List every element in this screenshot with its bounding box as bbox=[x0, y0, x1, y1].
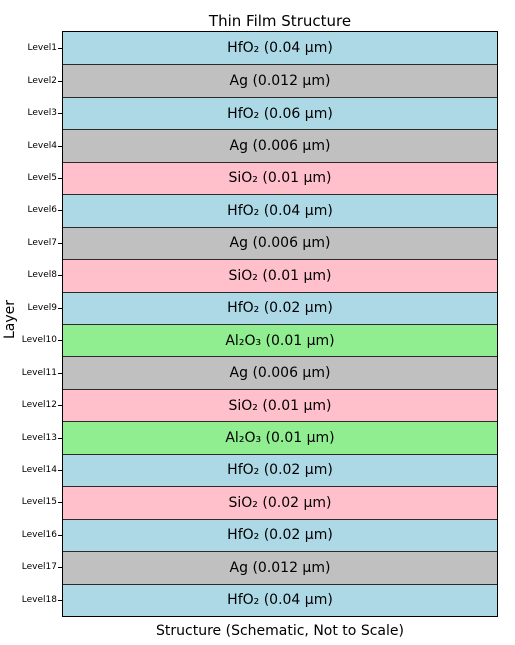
layer-18: HfO₂ (0.04 µm) bbox=[63, 584, 497, 616]
layer-label: SiO₂ (0.01 µm) bbox=[229, 398, 332, 414]
y-tick-label: Level17 bbox=[22, 561, 57, 573]
y-tick-label: Level5 bbox=[28, 172, 57, 184]
y-tick-mark bbox=[58, 308, 62, 309]
x-axis-label: Structure (Schematic, Not to Scale) bbox=[62, 621, 498, 641]
layer-label: HfO₂ (0.02 µm) bbox=[227, 527, 333, 543]
layer-10: Al₂O₃ (0.01 µm) bbox=[63, 324, 497, 356]
layer-2: Ag (0.012 µm) bbox=[63, 64, 497, 96]
layer-label: HfO₂ (0.02 µm) bbox=[227, 462, 333, 478]
y-tick-mark bbox=[58, 405, 62, 406]
layer-9: HfO₂ (0.02 µm) bbox=[63, 292, 497, 324]
layer-5: SiO₂ (0.01 µm) bbox=[63, 162, 497, 194]
y-tick-mark bbox=[58, 146, 62, 147]
y-tick-label: Level14 bbox=[22, 464, 57, 476]
y-tick-label: Level12 bbox=[22, 399, 57, 411]
y-tick-mark bbox=[58, 113, 62, 114]
y-tick-label: Level13 bbox=[22, 432, 57, 444]
layer-3: HfO₂ (0.06 µm) bbox=[63, 97, 497, 129]
layer-label: SiO₂ (0.01 µm) bbox=[229, 268, 332, 284]
y-tick-label: Level7 bbox=[28, 237, 57, 249]
y-axis-label: Layer bbox=[0, 315, 22, 339]
layer-label: Ag (0.012 µm) bbox=[230, 73, 331, 89]
y-tick-label: Level15 bbox=[22, 496, 57, 508]
y-tick-mark bbox=[58, 373, 62, 374]
layer-label: HfO₂ (0.04 µm) bbox=[227, 203, 333, 219]
y-tick-label: Level2 bbox=[28, 75, 57, 87]
y-tick-label: Level6 bbox=[28, 204, 57, 216]
y-tick-label: Level16 bbox=[22, 529, 57, 541]
layer-8: SiO₂ (0.01 µm) bbox=[63, 259, 497, 291]
layer-15: SiO₂ (0.02 µm) bbox=[63, 486, 497, 518]
y-tick-mark bbox=[58, 535, 62, 536]
layer-11: Ag (0.006 µm) bbox=[63, 356, 497, 388]
layer-12: SiO₂ (0.01 µm) bbox=[63, 389, 497, 421]
layer-1: HfO₂ (0.04 µm) bbox=[63, 32, 497, 64]
layer-7: Ag (0.006 µm) bbox=[63, 227, 497, 259]
layer-13: Al₂O₃ (0.01 µm) bbox=[63, 421, 497, 453]
layer-14: HfO₂ (0.02 µm) bbox=[63, 454, 497, 486]
y-tick-mark bbox=[58, 243, 62, 244]
layer-label: Al₂O₃ (0.01 µm) bbox=[225, 333, 334, 349]
y-tick-mark bbox=[58, 502, 62, 503]
y-tick-mark bbox=[58, 567, 62, 568]
layer-label: HfO₂ (0.04 µm) bbox=[227, 40, 333, 56]
y-tick-mark bbox=[58, 275, 62, 276]
layer-16: HfO₂ (0.02 µm) bbox=[63, 519, 497, 551]
layer-label: Ag (0.012 µm) bbox=[230, 560, 331, 576]
y-tick-label: Level18 bbox=[22, 594, 57, 606]
layer-label: HfO₂ (0.06 µm) bbox=[227, 106, 333, 122]
layer-label: Ag (0.006 µm) bbox=[230, 365, 331, 381]
layer-label: Ag (0.006 µm) bbox=[230, 138, 331, 154]
y-tick-label: Level11 bbox=[22, 367, 57, 379]
y-tick-mark bbox=[58, 210, 62, 211]
layer-6: HfO₂ (0.04 µm) bbox=[63, 194, 497, 226]
layer-label: Al₂O₃ (0.01 µm) bbox=[225, 430, 334, 446]
layer-label: SiO₂ (0.02 µm) bbox=[229, 495, 332, 511]
y-tick-mark bbox=[58, 178, 62, 179]
y-tick-mark bbox=[58, 340, 62, 341]
y-tick-label: Level10 bbox=[22, 334, 57, 346]
y-tick-mark bbox=[58, 438, 62, 439]
layer-label: SiO₂ (0.01 µm) bbox=[229, 170, 332, 186]
y-tick-label: Level9 bbox=[28, 302, 57, 314]
y-tick-label: Level8 bbox=[28, 269, 57, 281]
layer-label: HfO₂ (0.02 µm) bbox=[227, 300, 333, 316]
diagram-title: Thin Film Structure bbox=[62, 11, 498, 31]
layer-label: Ag (0.006 µm) bbox=[230, 235, 331, 251]
y-tick-mark bbox=[58, 48, 62, 49]
layer-stack: HfO₂ (0.04 µm) Ag (0.012 µm) HfO₂ (0.06 µm… bbox=[62, 31, 498, 617]
layer-17: Ag (0.012 µm) bbox=[63, 551, 497, 583]
y-tick-label: Level4 bbox=[28, 140, 57, 152]
layer-4: Ag (0.006 µm) bbox=[63, 129, 497, 161]
y-tick-mark bbox=[58, 81, 62, 82]
y-tick-label: Level3 bbox=[28, 107, 57, 119]
y-tick-mark bbox=[58, 600, 62, 601]
layer-label: HfO₂ (0.04 µm) bbox=[227, 592, 333, 608]
y-tick-mark bbox=[58, 470, 62, 471]
y-tick-label: Level1 bbox=[28, 42, 57, 54]
